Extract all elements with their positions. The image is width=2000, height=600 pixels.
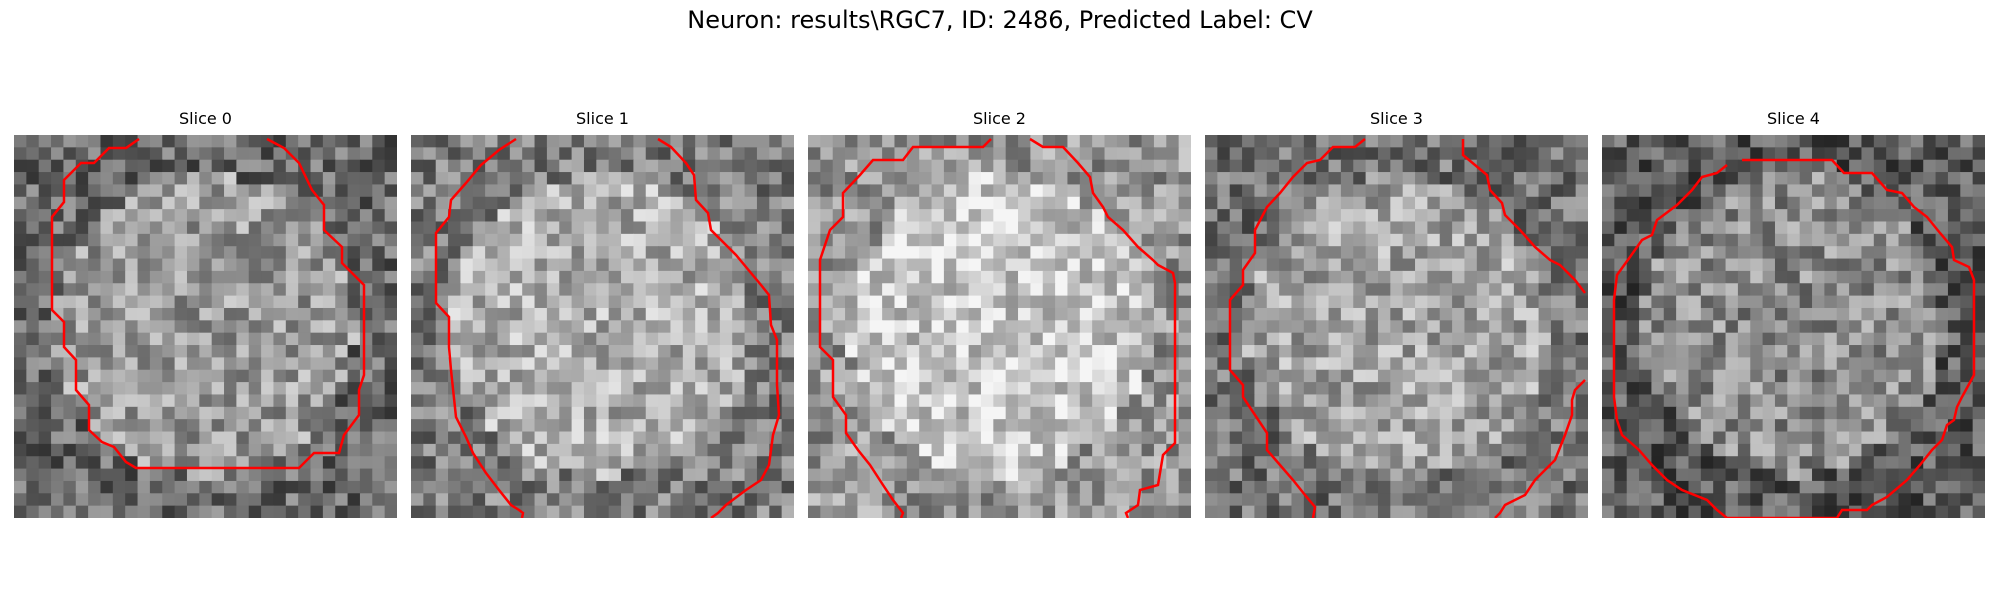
slice-panel-3: Slice 3 xyxy=(1205,108,1588,518)
segmentation-contour xyxy=(50,137,366,470)
segmentation-contour xyxy=(657,137,781,518)
segmentation-contour xyxy=(1461,139,1586,294)
grayscale-pixels xyxy=(1205,135,1588,518)
figure-title: Neuron: results\RGC7, ID: 2486, Predicte… xyxy=(687,6,1313,34)
slice-panel-0: Slice 0 xyxy=(14,108,397,518)
slice-image xyxy=(1205,135,1588,518)
segmentation-contour xyxy=(434,137,525,518)
slice-title: Slice 1 xyxy=(576,109,629,128)
segmentation-contour xyxy=(1494,379,1586,518)
slice-panel-2: Slice 2 xyxy=(808,108,1191,518)
grayscale-pixels xyxy=(411,135,794,518)
slice-image xyxy=(808,135,1191,518)
slice-title: Slice 4 xyxy=(1767,109,1820,128)
slice-image xyxy=(1602,135,1985,518)
slice-panel-4: Slice 4 xyxy=(1602,108,1985,518)
segmentation-contour xyxy=(1612,158,1976,518)
slice-title: Slice 2 xyxy=(973,109,1026,128)
grayscale-pixels xyxy=(808,135,1191,518)
segmentation-contour xyxy=(1029,137,1177,518)
slice-image xyxy=(14,135,397,518)
grayscale-pixels xyxy=(14,135,397,518)
slice-title: Slice 3 xyxy=(1370,109,1423,128)
segmentation-contour xyxy=(1228,138,1366,518)
slice-panel-1: Slice 1 xyxy=(411,108,794,518)
slice-title: Slice 0 xyxy=(179,109,232,128)
slice-image xyxy=(411,135,794,518)
grayscale-pixels xyxy=(1602,135,1985,518)
segmentation-contour xyxy=(818,138,992,518)
